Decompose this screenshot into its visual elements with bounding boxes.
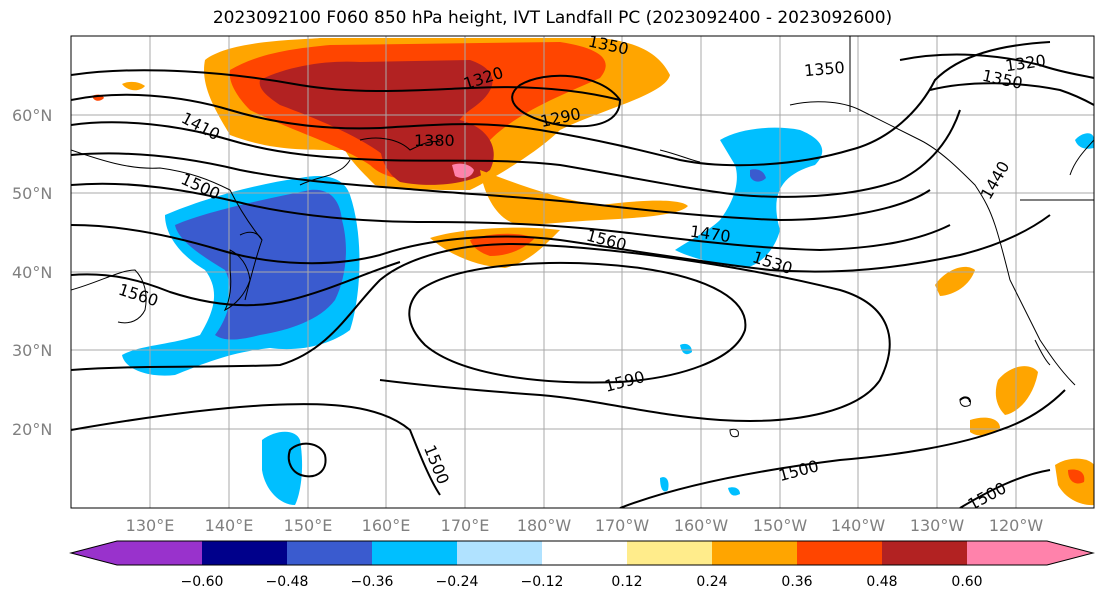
- lon-label: 130°W: [910, 516, 965, 535]
- colorbar-tick: −0.36: [351, 574, 394, 590]
- contour-label: 1350: [803, 58, 845, 80]
- lon-label: 160°E: [362, 516, 411, 535]
- colorbar-tick: −0.60: [181, 574, 224, 590]
- lon-label: 140°W: [831, 516, 886, 535]
- lon-label: 160°W: [674, 516, 729, 535]
- coastlines: [71, 36, 1094, 438]
- colorbar-tick: 0.60: [951, 574, 982, 590]
- map-frame: [70, 35, 1095, 509]
- lat-label: 20°N: [12, 420, 52, 439]
- lon-label: 130°E: [126, 516, 175, 535]
- lon-label: 120°W: [989, 516, 1044, 535]
- colorbar-segment: [712, 541, 797, 565]
- colorbar-tick: −0.24: [436, 574, 479, 590]
- height-contours: [71, 41, 1094, 508]
- colorbar-segment: [627, 541, 712, 565]
- map-gridlines: [71, 36, 1094, 508]
- colorbar-segment: [797, 541, 882, 565]
- lon-label: 180°W: [517, 516, 572, 535]
- colorbar-segment: [967, 541, 1047, 565]
- colorbar-tick: −0.12: [521, 574, 564, 590]
- contour-label: 1380: [414, 131, 455, 150]
- map-title: 2023092100 F060 850 hPa height, IVT Land…: [212, 8, 893, 28]
- colorbar-segment: [372, 541, 457, 565]
- colorbar-outline: [69, 540, 1095, 566]
- colorbar-segment: [457, 541, 542, 565]
- lat-label: 60°N: [12, 106, 52, 125]
- colorbar-tick: 0.48: [866, 574, 897, 590]
- lon-label: 170°E: [441, 516, 490, 535]
- lon-label: 150°E: [284, 516, 333, 535]
- lon-label: 150°W: [753, 516, 808, 535]
- lat-label: 50°N: [12, 184, 52, 203]
- colorbar-segment: [287, 541, 372, 565]
- colorbar-segment: [542, 541, 627, 565]
- colorbar: −0.60 −0.48 −0.36 −0.24 −0.12 0.12 0.24 …: [69, 540, 1095, 590]
- colorbar-tick: 0.12: [611, 574, 642, 590]
- colorbar-max-extension: [1047, 541, 1093, 565]
- lat-label: 40°N: [12, 263, 52, 282]
- colorbar-tick: 0.36: [781, 574, 812, 590]
- colorbar-tick: 0.24: [696, 574, 727, 590]
- lon-label: 140°E: [205, 516, 254, 535]
- lon-label: 170°W: [595, 516, 650, 535]
- colorbar-segment: [117, 541, 202, 565]
- latitude-labels: 60°N 50°N 40°N 30°N 20°N: [12, 106, 52, 439]
- colorbar-segment: [882, 541, 967, 565]
- colorbar-tick: −0.48: [266, 574, 309, 590]
- longitude-labels: 130°E 140°E 150°E 160°E 170°E 180°W 170°…: [126, 516, 1044, 535]
- colorbar-min-extension: [71, 541, 117, 565]
- colorbar-segment: [202, 541, 287, 565]
- lat-label: 30°N: [12, 341, 52, 360]
